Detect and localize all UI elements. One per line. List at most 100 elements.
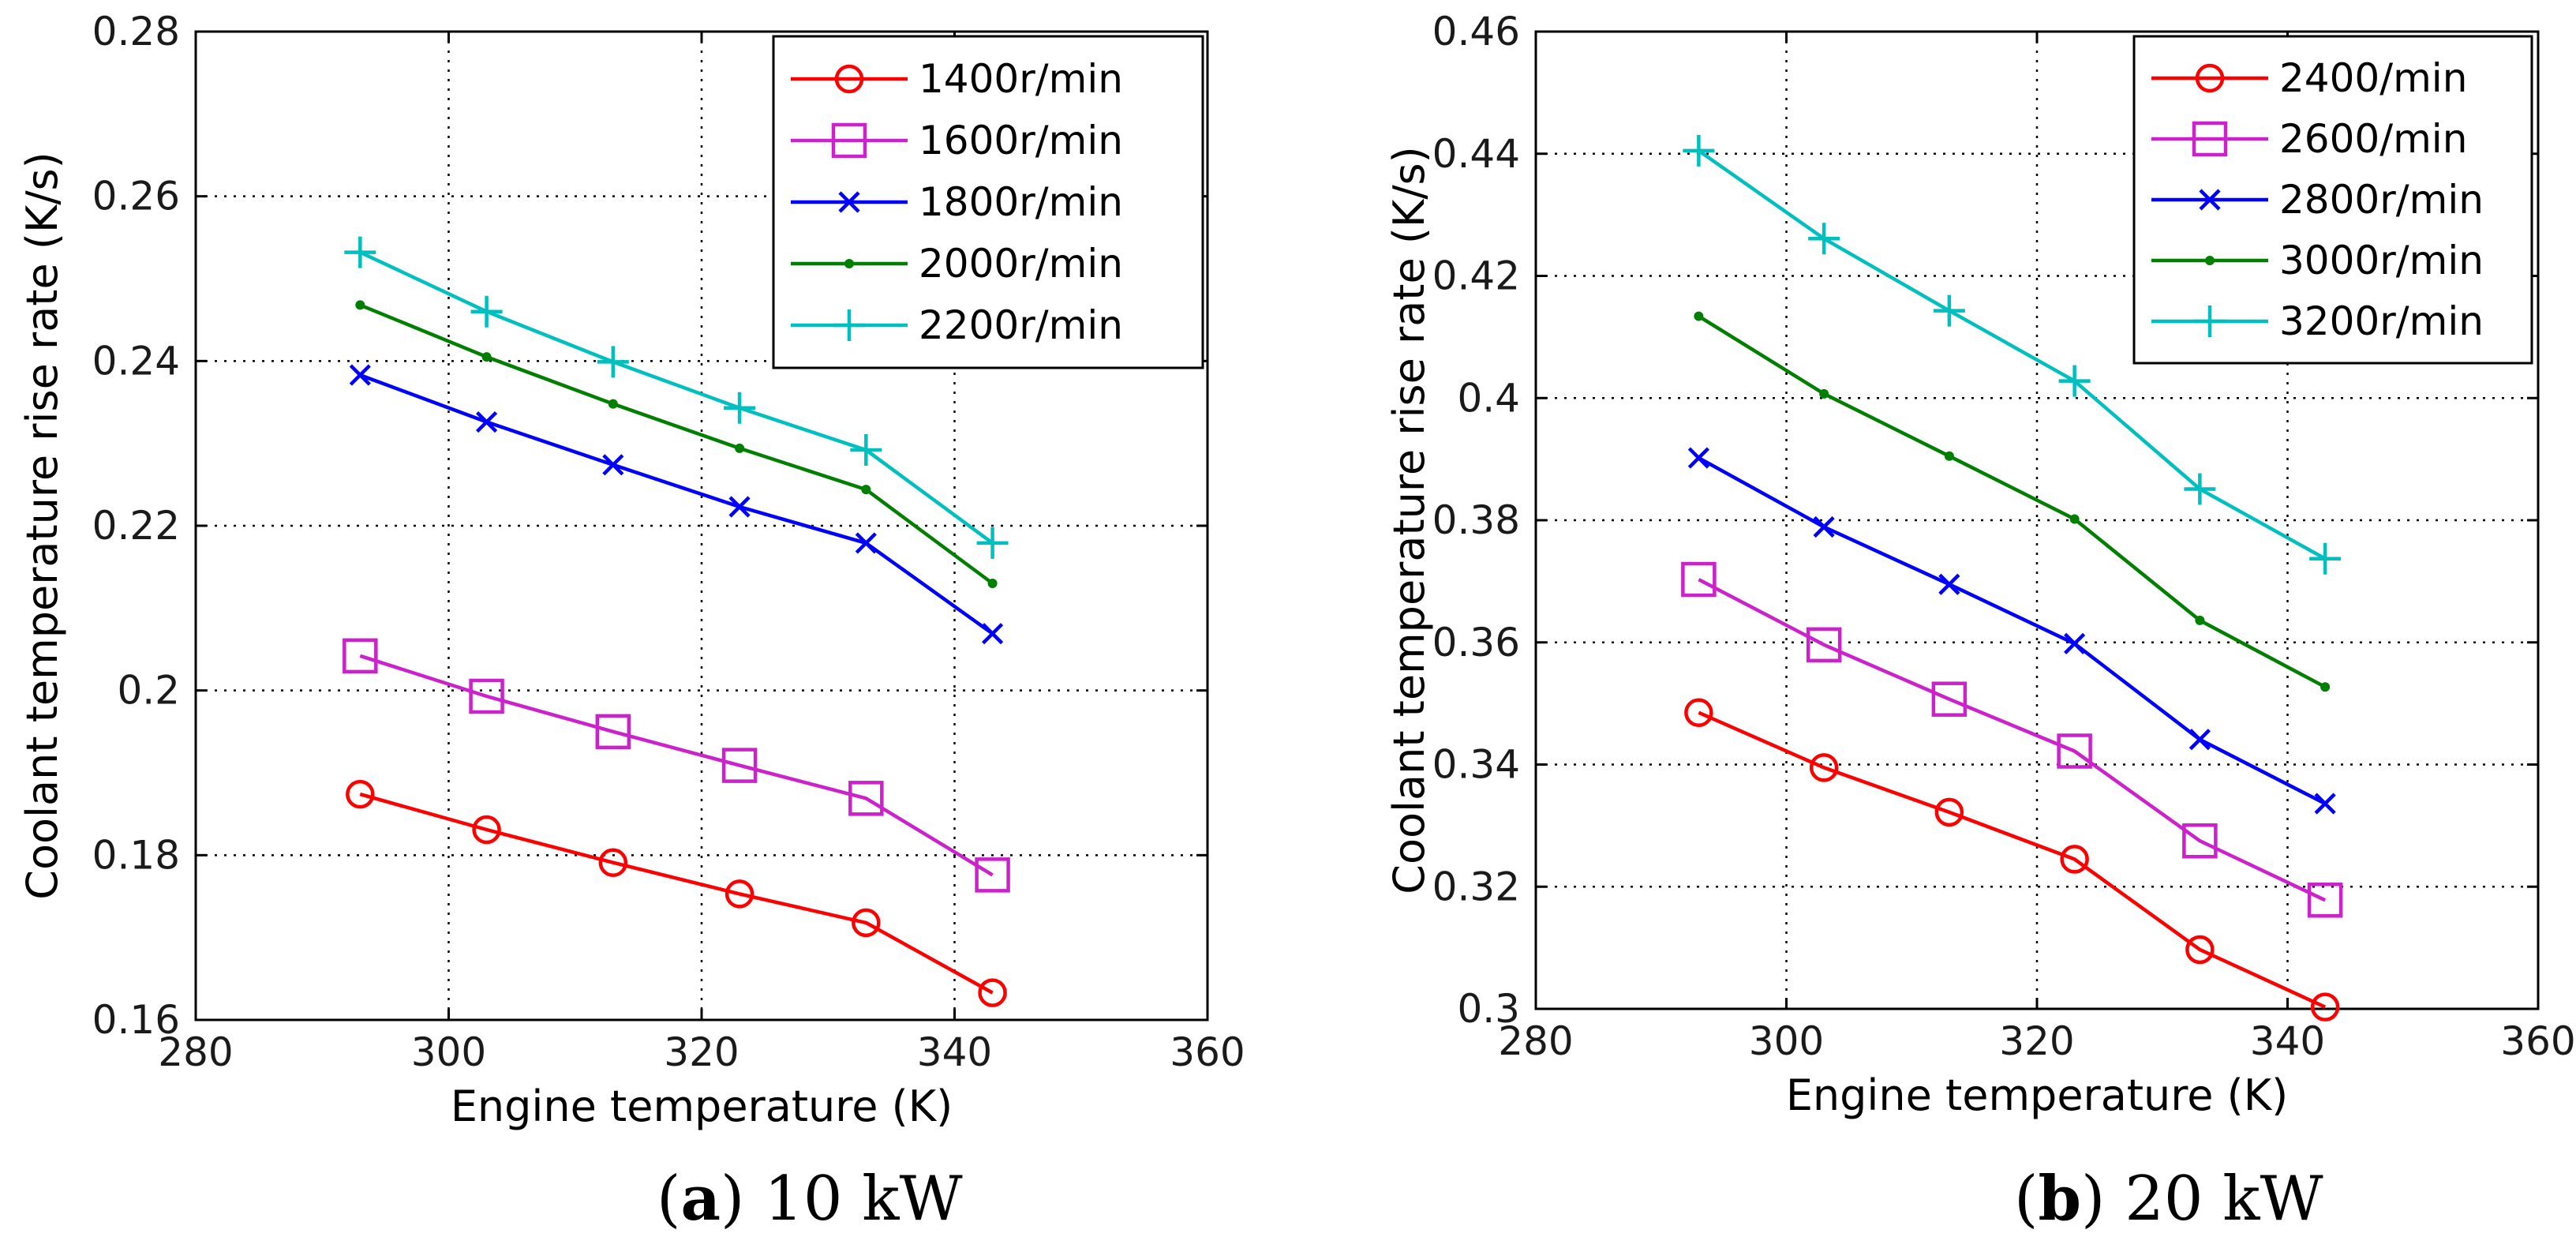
series-line — [359, 303, 994, 585]
data-point — [2184, 473, 2216, 505]
data-point — [469, 678, 504, 714]
legend-label: 2400/min — [2279, 55, 2467, 101]
data-point — [1683, 134, 1715, 167]
figure-caption: (a) 10 kW — [657, 1163, 963, 1235]
data-point — [975, 857, 1010, 893]
data-point — [852, 908, 881, 938]
x-tick-label: 360 — [1170, 1029, 1245, 1075]
y-tick-label: 0.18 — [92, 832, 180, 878]
data-point — [2310, 992, 2340, 1021]
legend-label: 1400r/min — [919, 56, 1123, 102]
data-point — [855, 532, 877, 554]
data-point — [2195, 615, 2205, 625]
legend-label: 1600r/min — [919, 118, 1123, 163]
data-point — [343, 638, 378, 674]
data-point — [2309, 542, 2342, 575]
legend-item: 1400r/min — [791, 56, 1123, 102]
data-point — [2182, 823, 2218, 859]
y-tick-label: 0.16 — [92, 997, 180, 1043]
legend-swatch-marker — [831, 122, 867, 159]
series-2400/min — [1684, 698, 2340, 1021]
y-tick-label: 0.3 — [1457, 986, 1520, 1032]
series-line — [1698, 314, 2327, 689]
data-point — [472, 815, 501, 845]
legend-swatch-marker — [2194, 306, 2226, 337]
legend-swatch-marker — [2205, 256, 2215, 265]
data-point — [1806, 627, 1842, 663]
data-point — [1813, 515, 1835, 538]
data-point — [724, 392, 756, 424]
data-point — [2057, 733, 2092, 769]
data-point — [735, 443, 745, 453]
data-point — [2060, 845, 2089, 874]
y-axis-label: Coolant temperature rise rate (K/s) — [1384, 146, 1434, 894]
data-point — [978, 978, 1007, 1007]
series-line — [1698, 578, 2327, 902]
series-line — [1698, 149, 2327, 560]
y-tick-label: 0.38 — [1432, 497, 1520, 543]
series-1400r/min — [346, 779, 1007, 1007]
data-point — [1931, 681, 1968, 717]
legend: 2400/min 2600/min 2800r/min 3000r/min 3200r/… — [2132, 35, 2533, 365]
legend-label: 1800r/min — [919, 179, 1123, 225]
data-point — [2320, 682, 2331, 692]
x-tick-label: 340 — [917, 1029, 992, 1075]
legend-item: 1800r/min — [791, 179, 1123, 225]
legend-swatch-marker — [844, 259, 854, 268]
y-tick-label: 0.36 — [1432, 620, 1520, 665]
series-3000r/min — [1694, 311, 2331, 692]
data-point — [981, 623, 1004, 645]
y-tick-label: 0.34 — [1432, 742, 1520, 788]
legend-item: 2800r/min — [2151, 177, 2484, 223]
data-point — [2307, 883, 2343, 918]
data-point — [2069, 514, 2080, 524]
x-tick-label: 320 — [664, 1029, 739, 1075]
data-point — [602, 454, 624, 476]
data-point — [598, 848, 628, 877]
y-tick-label: 0.26 — [92, 174, 180, 219]
legend-label: 2000r/min — [919, 241, 1123, 287]
legend-swatch-marker — [2192, 121, 2228, 157]
data-point — [1808, 223, 1840, 255]
data-point — [2185, 935, 2215, 965]
data-point — [349, 364, 371, 386]
y-tick-label: 0.24 — [92, 338, 180, 384]
x-axis-label: Engine temperature (K) — [1786, 1070, 2288, 1120]
legend-label: 2800r/min — [2279, 177, 2484, 223]
data-point — [608, 399, 618, 409]
x-tick-label: 280 — [1498, 1018, 1573, 1064]
y-tick-label: 0.22 — [92, 503, 180, 549]
legend-label: 3000r/min — [2279, 238, 2484, 283]
data-point — [848, 781, 884, 816]
data-point — [1934, 797, 1964, 827]
y-tick-label: 0.4 — [1457, 375, 1520, 421]
legend-swatch-marker — [2195, 63, 2225, 93]
data-point — [2314, 793, 2336, 815]
data-point — [344, 236, 376, 268]
data-point — [470, 295, 503, 328]
x-tick-label: 360 — [2500, 1018, 2575, 1064]
data-point — [481, 352, 492, 362]
x-tick-label: 280 — [158, 1029, 233, 1075]
chart-panel-a: 280 300 320 340 360 0.16 0.18 0.2 0.22 0.24 0.26 0.… — [17, 9, 1245, 1235]
legend-swatch-marker — [838, 191, 860, 213]
series-1800r/min — [349, 364, 1004, 645]
series-line — [1698, 456, 2327, 806]
legend-item: 3000r/min — [2151, 238, 2484, 283]
data-point — [2064, 632, 2086, 654]
series-2800r/min — [1687, 447, 2336, 815]
data-point — [721, 748, 758, 783]
data-point — [861, 485, 871, 495]
x-tick-label: 320 — [1999, 1018, 2074, 1064]
x-tick-label: 340 — [2250, 1018, 2325, 1064]
data-point — [850, 434, 882, 467]
data-point — [346, 779, 375, 809]
series-line — [1698, 710, 2327, 1009]
legend-swatch-marker — [834, 64, 864, 94]
data-point — [597, 346, 629, 378]
legend-item: 2200r/min — [791, 302, 1123, 348]
data-point — [2188, 729, 2211, 751]
data-point — [1933, 294, 1965, 327]
data-point — [1809, 753, 1839, 782]
legend: 1400r/min 1600r/min 1800r/min 2000r/min 2200… — [772, 35, 1204, 369]
